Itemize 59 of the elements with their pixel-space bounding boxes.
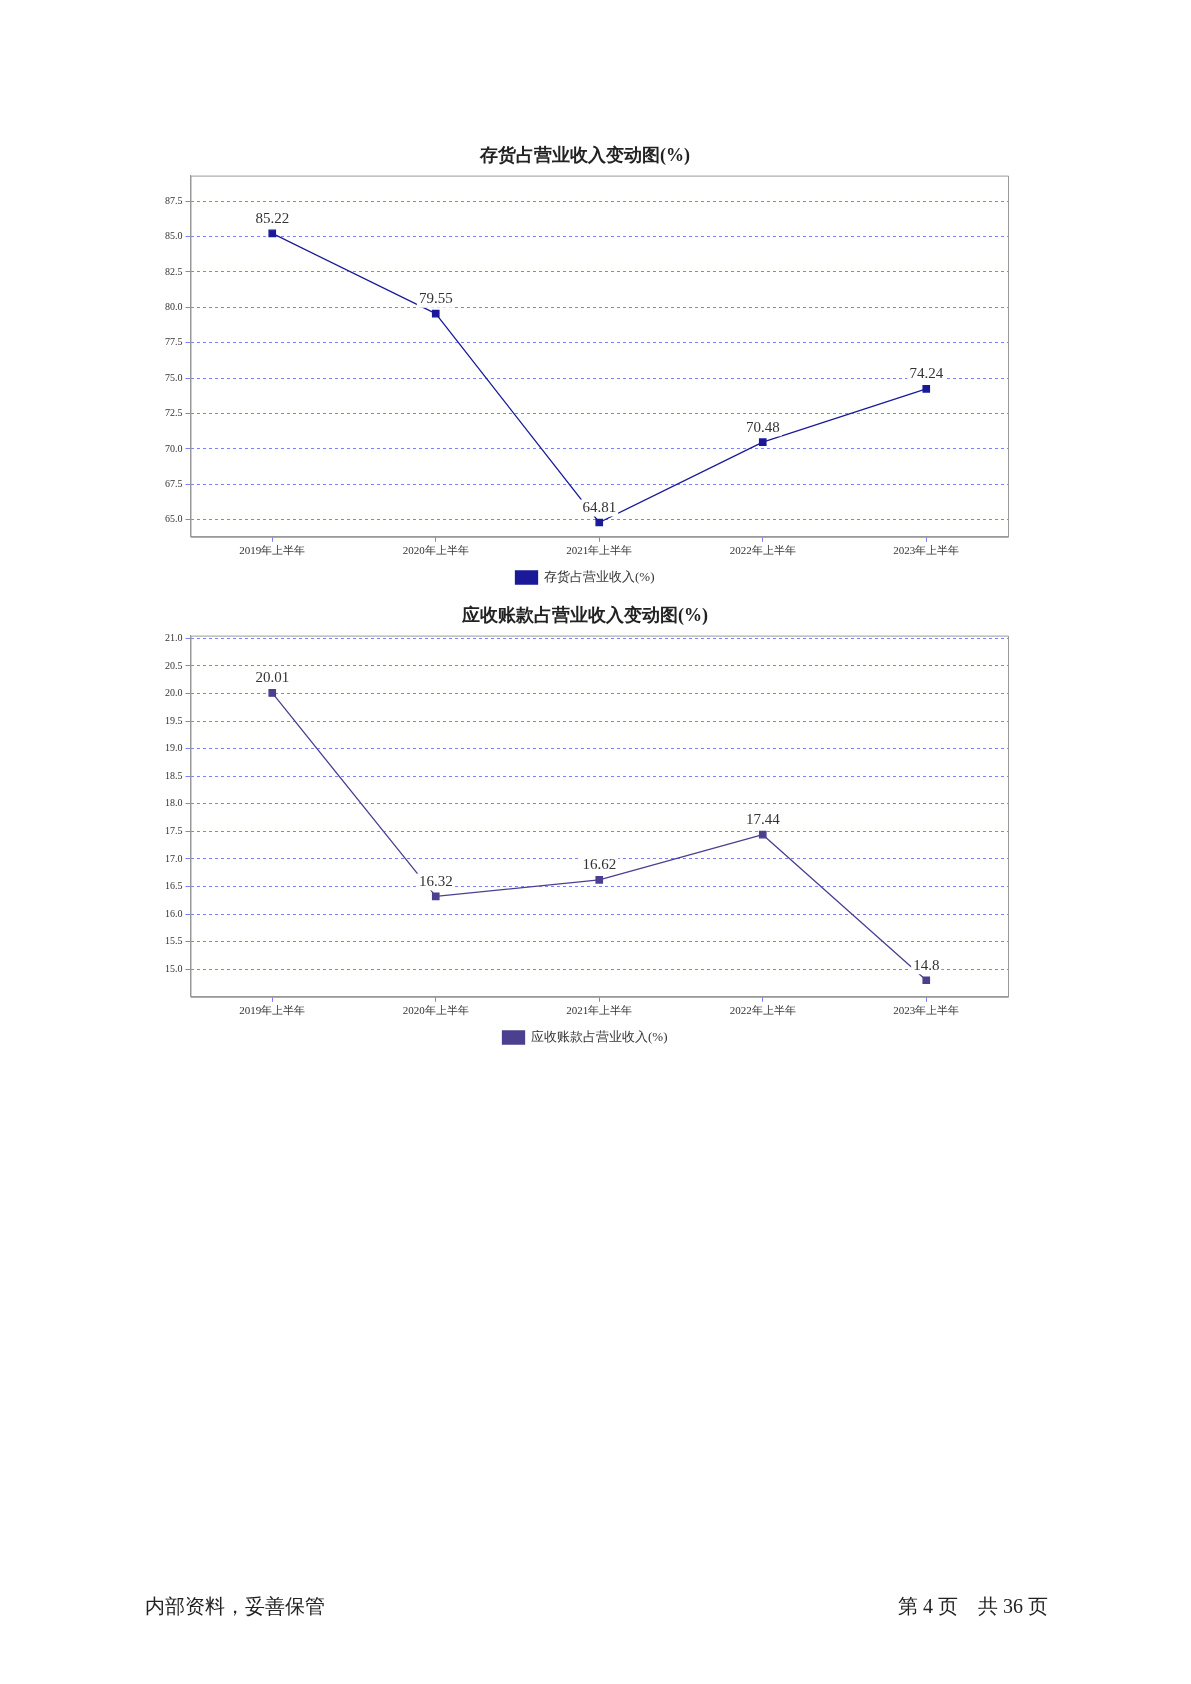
y-tick-label: 85.0 xyxy=(165,230,183,242)
y-tick-label: 20.0 xyxy=(165,687,183,699)
data-label: 16.32 xyxy=(418,872,453,889)
y-tick-label: 19.0 xyxy=(165,742,183,754)
x-tick-label: 2020年上半年 xyxy=(402,544,469,557)
y-tick-label: 15.5 xyxy=(165,935,183,947)
y-tick-label: 80.0 xyxy=(165,300,183,312)
data-label: 74.24 xyxy=(909,365,944,382)
legend-label: 应收账款占营业收入(%) xyxy=(531,1028,668,1044)
data-label: 20.01 xyxy=(255,669,290,686)
y-tick-label: 65.0 xyxy=(165,513,183,525)
data-label: 17.44 xyxy=(745,811,781,828)
point xyxy=(595,876,604,884)
point xyxy=(758,438,767,447)
y-tick-label: 17.5 xyxy=(165,824,183,836)
y-tick-label: 77.5 xyxy=(165,336,183,348)
y-tick-label: 19.5 xyxy=(165,714,183,726)
data-label: 64.81 xyxy=(582,498,617,515)
x-tick-label: 2023年上半年 xyxy=(893,544,960,557)
point xyxy=(268,229,277,238)
y-tick-label: 87.5 xyxy=(165,194,183,206)
point xyxy=(922,976,931,985)
data-label: 70.48 xyxy=(745,418,780,435)
chart-title: 存货占营业收入变动图(%) xyxy=(479,145,690,167)
x-tick-label: 2021年上半年 xyxy=(566,1004,633,1017)
data-label: 16.62 xyxy=(582,856,617,873)
point xyxy=(758,830,767,839)
y-tick-label: 16.5 xyxy=(165,880,183,892)
point xyxy=(431,892,440,901)
x-tick-label: 2019年上半年 xyxy=(239,1004,306,1017)
y-tick-label: 17.0 xyxy=(165,852,183,864)
x-tick-label: 2022年上半年 xyxy=(729,1004,796,1017)
y-tick-label: 18.0 xyxy=(165,797,183,809)
x-tick-label: 2020年上半年 xyxy=(402,1004,469,1017)
x-tick-label: 2021年上半年 xyxy=(566,544,633,557)
y-tick-label: 82.5 xyxy=(165,265,183,277)
point xyxy=(268,689,277,697)
y-tick-label: 16.0 xyxy=(165,907,183,919)
y-tick-label: 18.5 xyxy=(165,769,183,781)
y-tick-label: 21.0 xyxy=(165,631,183,643)
y-tick-label: 15.0 xyxy=(165,962,183,974)
x-tick-label: 2019年上半年 xyxy=(239,544,306,557)
x-tick-label: 2023年上半年 xyxy=(893,1004,960,1017)
legend-label: 存货占营业收入(%) xyxy=(544,568,655,584)
data-label: 79.55 xyxy=(418,290,453,307)
point xyxy=(922,385,931,393)
point xyxy=(595,518,604,527)
y-tick-label: 72.5 xyxy=(165,407,183,419)
text: 内部资料，妥善保管 xyxy=(145,1594,325,1619)
x-tick-label: 2022年上半年 xyxy=(729,544,796,557)
y-tick-label: 20.5 xyxy=(165,659,183,671)
y-tick-label: 75.0 xyxy=(165,371,183,383)
chart-title: 应收账款占营业收入变动图(%) xyxy=(461,605,708,627)
point xyxy=(431,309,440,318)
y-tick-label: 70.0 xyxy=(165,442,183,454)
data-label: 14.8 xyxy=(913,956,940,973)
data-label: 85.22 xyxy=(255,209,290,226)
y-tick-label: 67.5 xyxy=(165,478,183,490)
text: 第 4 页 共 36 页 xyxy=(898,1594,1048,1619)
